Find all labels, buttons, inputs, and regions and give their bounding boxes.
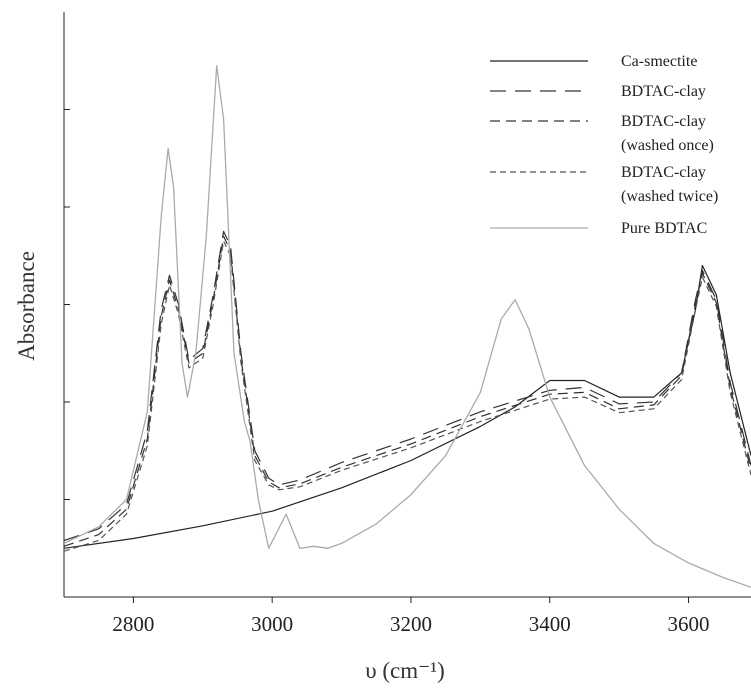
y-axis-title: Absorbance (14, 251, 39, 361)
legend-label: BDTAC-clay (621, 83, 706, 100)
legend: Ca-smectite BDTAC-clay BDTAC-clay (washed o… (490, 53, 718, 237)
series-line-bdtac-clay-washed-once (64, 235, 751, 547)
x-tick-label: 3200 (390, 612, 432, 636)
x-axis-title: υ (cm⁻¹) (365, 658, 445, 683)
series-line-ca-smectite (64, 264, 751, 549)
series-line-bdtac-clay-washed-twice (64, 240, 751, 552)
x-tick-label: 3000 (251, 612, 293, 636)
series-group (64, 64, 751, 588)
legend-label: Ca-smectite (621, 53, 697, 70)
x-tick-label: 3400 (529, 612, 571, 636)
x-ticks: 2800 3000 3200 3400 3600 (112, 597, 710, 636)
legend-label: BDTAC-clay (washed twice) (621, 164, 718, 205)
y-ticks (64, 109, 70, 500)
series-line-pure-bdtac (64, 64, 751, 588)
legend-label: BDTAC-clay (washed once) (621, 113, 714, 154)
legend-label: Pure BDTAC (621, 220, 707, 237)
series-line-bdtac-clay (64, 230, 751, 542)
x-tick-label: 2800 (112, 612, 154, 636)
x-tick-label: 3600 (668, 612, 710, 636)
